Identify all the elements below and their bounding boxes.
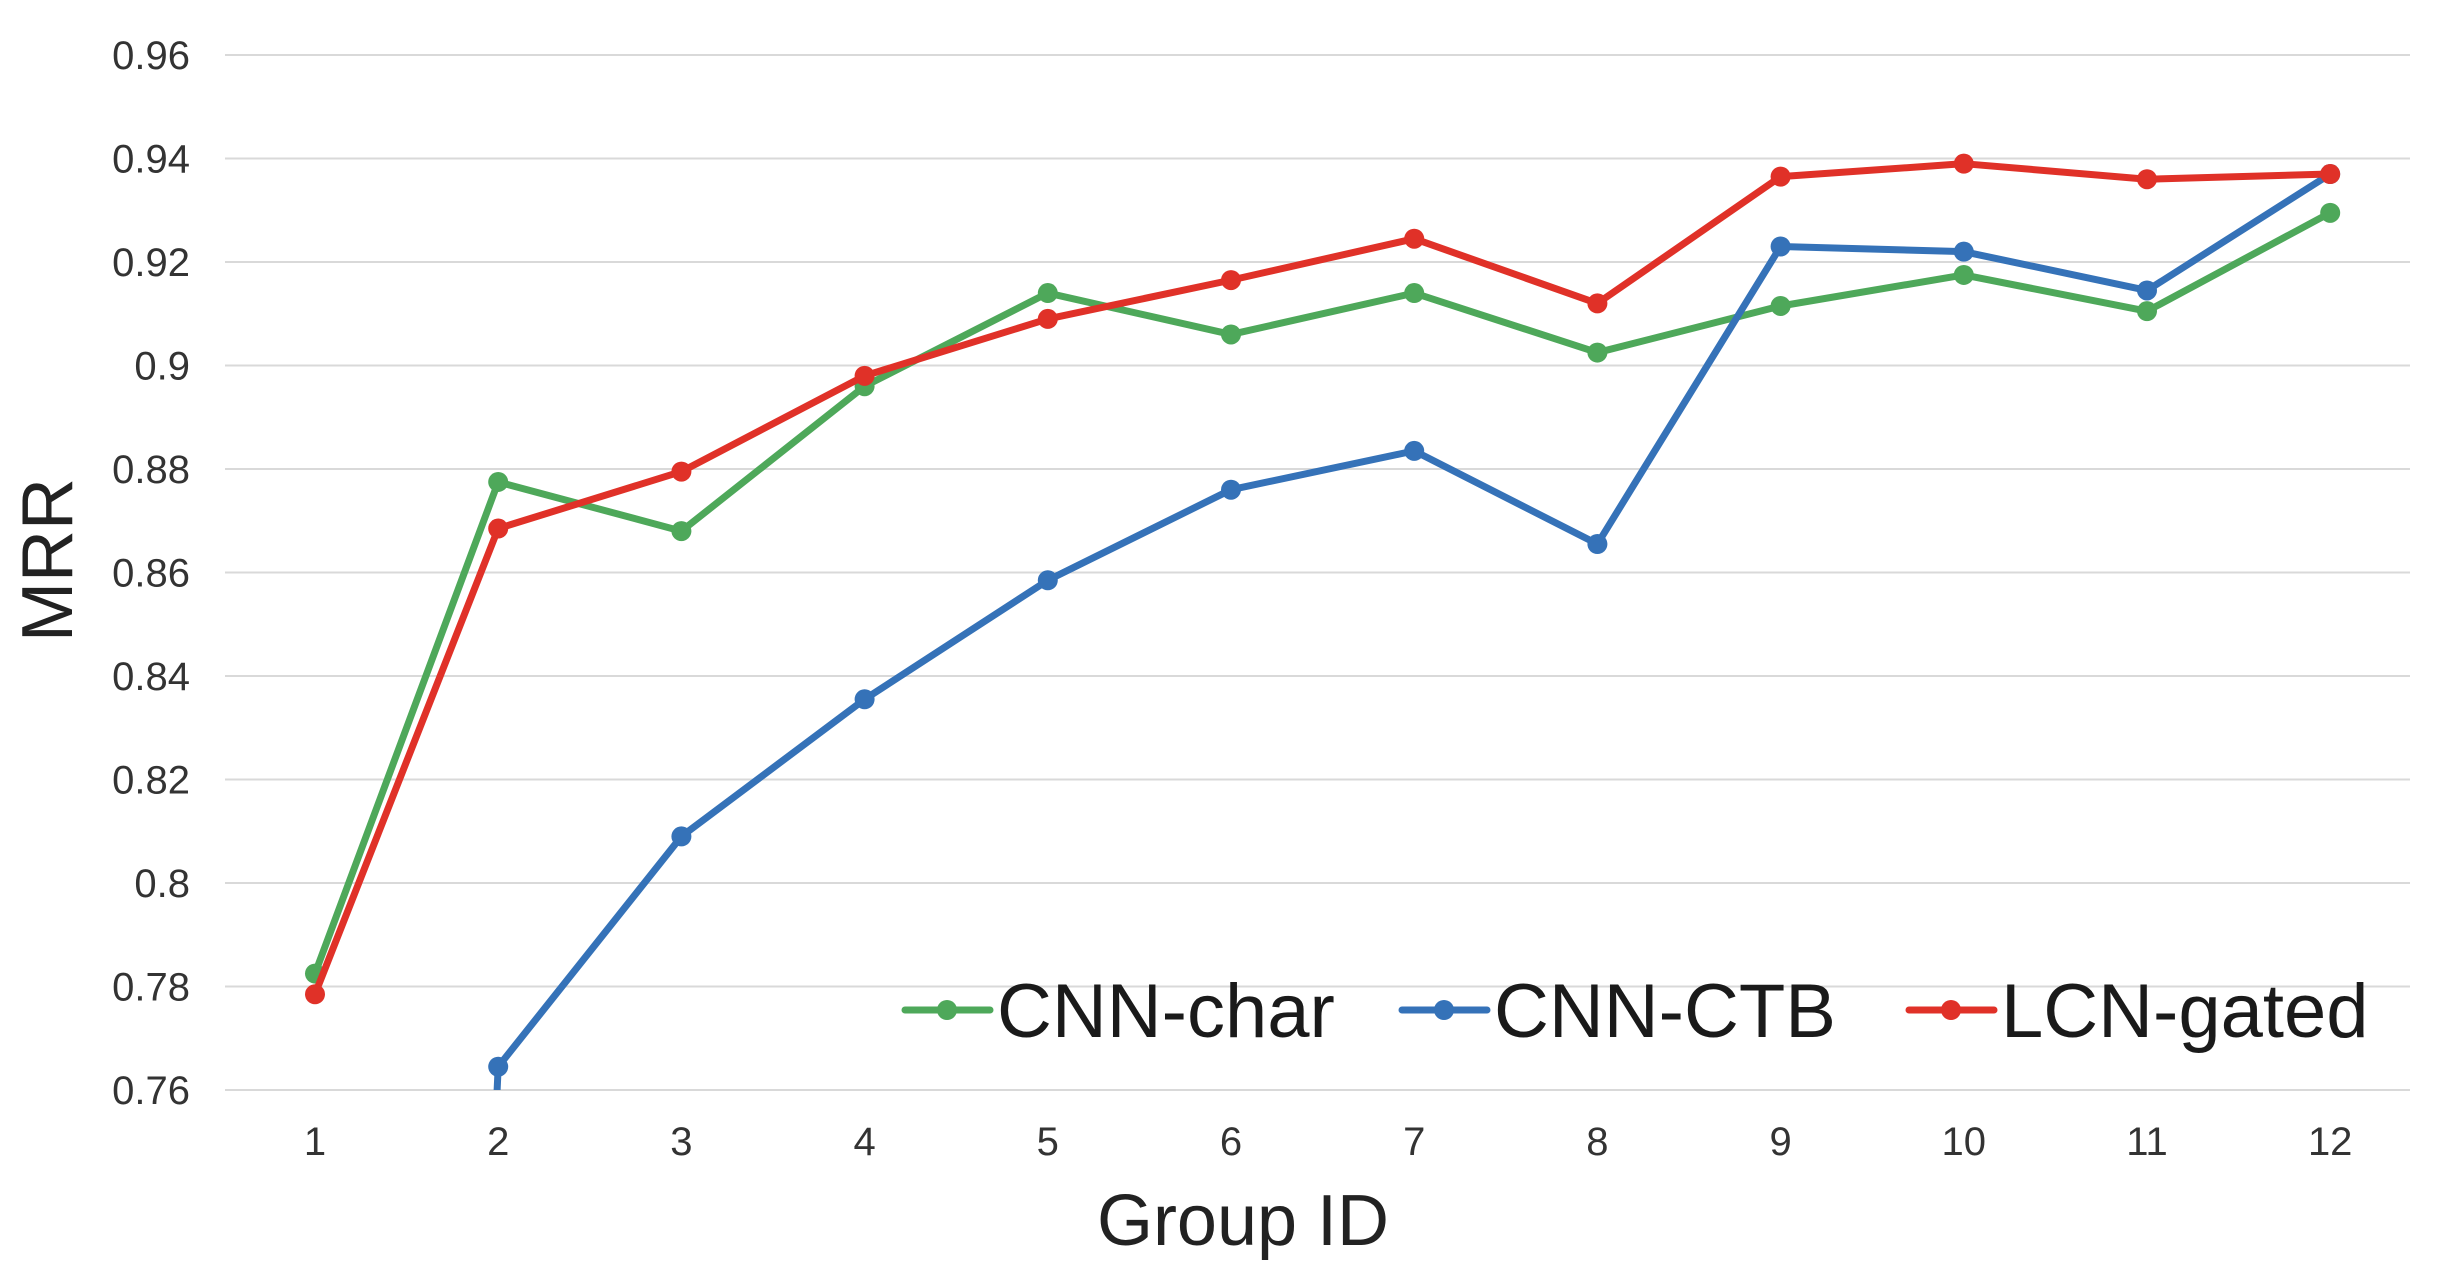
legend-label: CNN-CTB bbox=[1494, 969, 1836, 1054]
y-tick-label: 0.92 bbox=[112, 241, 190, 285]
data-point-cnn-ctb bbox=[671, 826, 692, 847]
data-point-lcn-gated bbox=[1587, 293, 1608, 314]
data-point-cnn-char bbox=[671, 521, 692, 542]
data-point-cnn-ctb bbox=[1404, 440, 1425, 461]
legend-item-lcn-gated: LCN-gated bbox=[1905, 969, 2369, 1054]
x-tick-label: 6 bbox=[1220, 1120, 1242, 1164]
y-tick-label: 0.88 bbox=[112, 448, 190, 492]
data-point-cnn-char bbox=[1037, 283, 1058, 304]
data-point-lcn-gated bbox=[1037, 308, 1058, 329]
data-point-cnn-char bbox=[1587, 342, 1608, 363]
data-point-cnn-ctb bbox=[1587, 534, 1608, 555]
data-point-cnn-char bbox=[2137, 301, 2157, 322]
data-point-lcn-gated bbox=[1953, 153, 1974, 174]
data-point-cnn-ctb bbox=[1770, 236, 1791, 257]
series-layer bbox=[305, 153, 2341, 1090]
data-point-cnn-ctb bbox=[1221, 479, 1241, 500]
x-tick-label: 3 bbox=[670, 1120, 692, 1164]
y-tick-label: 0.84 bbox=[112, 655, 190, 699]
data-point-lcn-gated bbox=[1404, 228, 1425, 249]
series-lcn-gated bbox=[305, 153, 2341, 1005]
x-tick-label: 10 bbox=[1942, 1120, 1987, 1164]
data-point-cnn-ctb bbox=[1037, 570, 1058, 591]
x-axis-title: Group ID bbox=[1097, 1181, 1389, 1261]
data-point-cnn-ctb bbox=[1953, 241, 1974, 262]
data-point-lcn-gated bbox=[1221, 270, 1241, 291]
legend-label: CNN-char bbox=[997, 969, 1335, 1054]
x-tick-label: 2 bbox=[487, 1120, 509, 1164]
data-point-cnn-char bbox=[1221, 324, 1241, 345]
x-tick-label: 4 bbox=[853, 1120, 875, 1164]
x-tick-label: 1 bbox=[304, 1120, 326, 1164]
data-point-cnn-char bbox=[1770, 295, 1791, 316]
data-point-lcn-gated bbox=[488, 518, 509, 539]
series-line-cnn-ctb bbox=[493, 170, 2334, 1090]
data-point-lcn-gated bbox=[1770, 166, 1791, 187]
legend: CNN-char CNN-CTB LCN-gated bbox=[901, 969, 2369, 1054]
y-tick-label: 0.96 bbox=[112, 34, 190, 78]
y-tick-label: 0.86 bbox=[112, 552, 190, 596]
data-point-cnn-ctb bbox=[2137, 280, 2157, 301]
data-point-cnn-ctb bbox=[854, 689, 875, 710]
legend-item-cnn-ctb: CNN-CTB bbox=[1398, 969, 1836, 1054]
data-point-cnn-char bbox=[1953, 264, 1974, 285]
grid-layer bbox=[225, 54, 2410, 1091]
x-tick-label: 12 bbox=[2308, 1120, 2353, 1164]
data-point-cnn-ctb bbox=[488, 1056, 509, 1077]
data-point-lcn-gated bbox=[305, 984, 325, 1005]
y-tick-label: 0.76 bbox=[112, 1069, 190, 1113]
data-point-lcn-gated bbox=[2320, 164, 2341, 185]
x-axis-tick-labels: 1 2 3 4 5 6 7 8 9 10 11 12 bbox=[304, 1120, 2353, 1164]
y-axis-title: MRR bbox=[8, 478, 88, 642]
legend-label: LCN-gated bbox=[2001, 969, 2369, 1054]
data-point-cnn-char bbox=[488, 471, 509, 492]
data-point-lcn-gated bbox=[671, 461, 692, 482]
data-point-cnn-char bbox=[2320, 202, 2341, 223]
y-tick-label: 0.94 bbox=[112, 138, 190, 182]
data-point-lcn-gated bbox=[2137, 169, 2157, 190]
x-tick-label: 7 bbox=[1403, 1120, 1425, 1164]
legend-swatch-marker bbox=[937, 1000, 957, 1020]
series-line-cnn-char bbox=[311, 209, 2334, 978]
y-tick-label: 0.9 bbox=[134, 345, 190, 389]
series-line-lcn-gated bbox=[311, 160, 2334, 998]
y-axis-tick-labels: 0.76 0.78 0.8 0.82 0.84 0.86 0.88 0.9 0.92 0.94 0.… bbox=[112, 34, 190, 1113]
data-point-cnn-char bbox=[1404, 283, 1425, 304]
x-tick-label: 9 bbox=[1769, 1120, 1791, 1164]
series-cnn-ctb bbox=[488, 164, 2341, 1090]
x-tick-label: 5 bbox=[1037, 1120, 1059, 1164]
x-tick-label: 11 bbox=[2126, 1120, 2168, 1164]
legend-swatch-marker bbox=[1434, 1000, 1454, 1020]
data-point-lcn-gated bbox=[854, 365, 875, 386]
series-cnn-char bbox=[305, 202, 2341, 984]
legend-swatch-marker bbox=[1941, 1000, 1961, 1020]
y-tick-label: 0.82 bbox=[112, 759, 190, 803]
y-tick-label: 0.78 bbox=[112, 966, 190, 1010]
x-tick-label: 8 bbox=[1586, 1120, 1608, 1164]
y-tick-label: 0.8 bbox=[134, 862, 190, 906]
legend-item-cnn-char: CNN-char bbox=[901, 969, 1335, 1054]
